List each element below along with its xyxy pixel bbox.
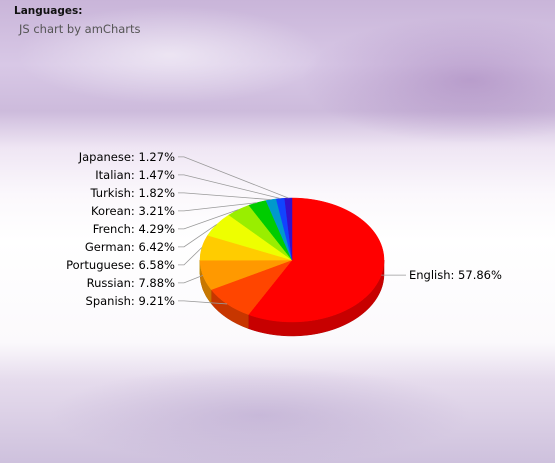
slice-label-french: French: 4.29% bbox=[93, 222, 175, 236]
label-leader-spanish bbox=[178, 300, 228, 305]
slice-label-spanish: Spanish: 9.21% bbox=[86, 294, 176, 308]
chart-title: Languages: bbox=[14, 5, 83, 17]
slice-label-german: German: 6.42% bbox=[85, 240, 175, 254]
slice-label-russian: Russian: 7.88% bbox=[87, 276, 175, 290]
slice-label-english: English: 57.86% bbox=[409, 268, 502, 282]
pie-labels: English: 57.86% Spanish: 9.21% Russian: 7.… bbox=[66, 150, 502, 308]
chart-subtitle: JS chart by amCharts bbox=[19, 22, 141, 36]
label-leader-turkish bbox=[178, 192, 272, 201]
pie-top bbox=[199, 197, 385, 323]
label-leader-portuguese bbox=[178, 247, 203, 266]
label-leader-french bbox=[178, 209, 239, 230]
slice-label-turkish: Turkish: 1.82% bbox=[90, 186, 176, 200]
label-leader-japanese bbox=[178, 156, 289, 199]
slice-label-italian: Italian: 1.47% bbox=[95, 168, 175, 182]
slice-label-portuguese: Portuguese: 6.58% bbox=[66, 258, 175, 272]
slice-label-japanese: Japanese: 1.27% bbox=[78, 150, 175, 164]
label-leader-russian bbox=[178, 275, 204, 284]
label-leader-italian bbox=[178, 174, 281, 199]
slice-label-korean: Korean: 3.21% bbox=[91, 204, 175, 218]
label-leader-korean bbox=[178, 202, 258, 212]
label-leader-german bbox=[178, 224, 217, 248]
